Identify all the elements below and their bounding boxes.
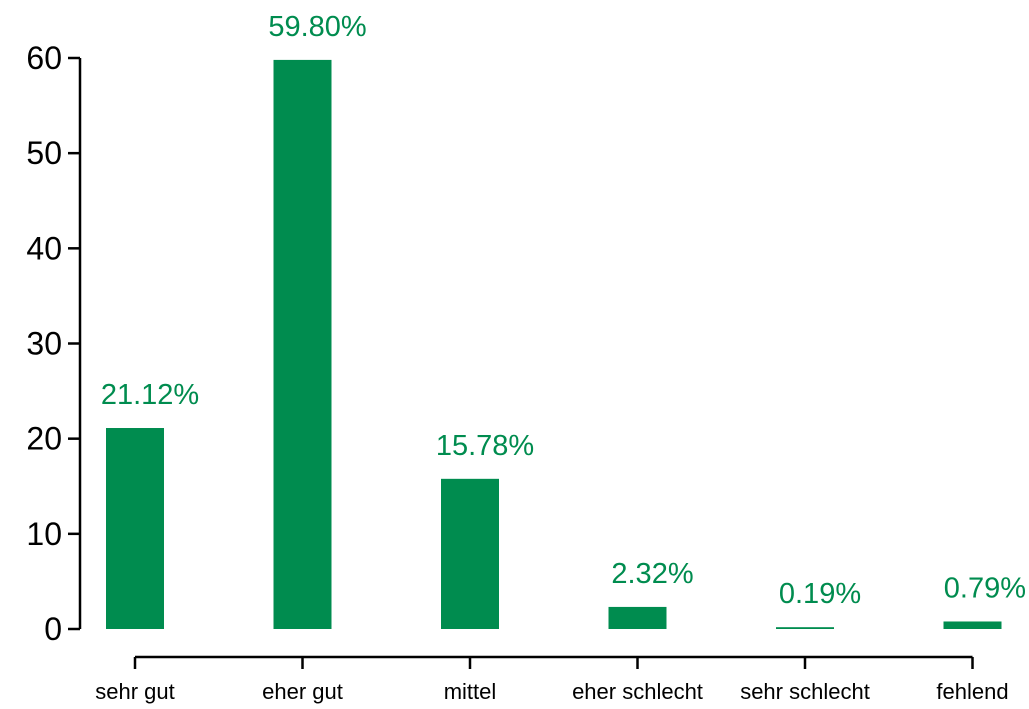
bar [943, 621, 1002, 629]
data-label: 15.78% [436, 430, 534, 462]
y-tick-label: 20 [26, 421, 62, 457]
data-label: 0.19% [779, 578, 861, 610]
x-tick-label: eher schlecht [572, 679, 703, 704]
y-tick-label: 0 [44, 611, 62, 647]
x-tick-label: eher gut [262, 679, 343, 704]
bars [106, 59, 1002, 630]
bar [776, 627, 834, 629]
y-tick-label: 40 [26, 230, 62, 266]
y-tick-label: 60 [26, 40, 62, 76]
x-axis: sehr gut eher gut mittel eher schlecht sehr … [95, 655, 1009, 704]
data-label: 21.12% [101, 379, 199, 411]
bar [441, 478, 499, 629]
data-label: 59.80% [268, 11, 366, 43]
data-label: 2.32% [611, 558, 693, 590]
bar [273, 59, 332, 630]
x-tick-label: sehr gut [95, 679, 175, 704]
bar [106, 428, 164, 629]
y-tick-label: 10 [26, 516, 62, 552]
x-tick-label: sehr schlecht [740, 679, 870, 704]
x-tick-label: fehlend [936, 679, 1008, 704]
y-tick-label: 30 [26, 326, 62, 362]
data-labels: 21.12% 59.80% 15.78% 2.32% 0.19% 0.79% [101, 11, 1026, 610]
data-label: 0.79% [944, 572, 1026, 604]
x-tick-label: mittel [444, 679, 497, 704]
bar [608, 606, 667, 629]
y-tick-label: 50 [26, 135, 62, 171]
y-axis: 0 10 20 30 40 50 60 [26, 40, 82, 647]
